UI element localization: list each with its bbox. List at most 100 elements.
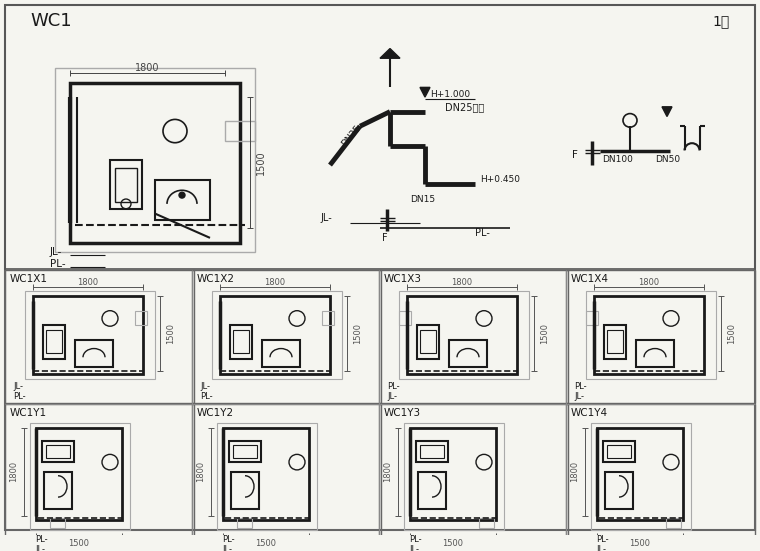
- Bar: [42, 441, 74, 462]
- Text: 1500: 1500: [442, 539, 464, 548]
- Text: F: F: [382, 233, 388, 243]
- Text: DN50: DN50: [655, 155, 680, 164]
- Bar: [399, 291, 529, 379]
- Text: 1800: 1800: [196, 461, 205, 483]
- Text: PL-: PL-: [596, 536, 609, 544]
- Text: PL-: PL-: [387, 382, 400, 391]
- Bar: [44, 472, 72, 509]
- Text: 1800: 1800: [570, 461, 579, 483]
- Bar: [212, 291, 342, 379]
- Bar: [46, 330, 62, 353]
- Text: 1800: 1800: [264, 278, 286, 287]
- Bar: [420, 445, 444, 458]
- Text: PL-: PL-: [35, 536, 48, 544]
- Text: 1800: 1800: [9, 461, 18, 483]
- Bar: [605, 472, 633, 509]
- Bar: [225, 121, 255, 141]
- Bar: [586, 311, 598, 325]
- Bar: [597, 428, 683, 520]
- Bar: [192, 404, 381, 537]
- Text: PL-: PL-: [475, 228, 490, 238]
- Bar: [70, 83, 240, 243]
- Text: F: F: [572, 150, 578, 160]
- Text: 1800: 1800: [78, 278, 99, 287]
- Text: JL-: JL-: [320, 213, 332, 224]
- Text: DN100: DN100: [603, 155, 633, 164]
- Text: 1800: 1800: [638, 278, 660, 287]
- Text: DN15: DN15: [410, 195, 435, 203]
- Bar: [135, 311, 147, 325]
- Text: WC1X1: WC1X1: [10, 274, 48, 284]
- Text: WC1X2: WC1X2: [197, 274, 235, 284]
- Text: JL-: JL-: [13, 382, 23, 391]
- Polygon shape: [662, 107, 672, 116]
- Text: WC1Y3: WC1Y3: [384, 408, 421, 418]
- Bar: [30, 423, 130, 530]
- Bar: [223, 428, 309, 520]
- Bar: [379, 270, 568, 403]
- Bar: [75, 340, 113, 367]
- Text: WC1Y1: WC1Y1: [10, 408, 47, 418]
- Bar: [192, 270, 381, 403]
- Bar: [233, 445, 257, 458]
- Text: JL-: JL-: [35, 545, 45, 551]
- Bar: [404, 423, 504, 530]
- Text: DN25: DN25: [340, 123, 363, 148]
- Text: PL-: PL-: [200, 392, 213, 401]
- Bar: [607, 445, 631, 458]
- Text: 1800: 1800: [135, 63, 160, 73]
- Bar: [5, 5, 755, 269]
- Bar: [449, 340, 487, 367]
- Text: 1500: 1500: [256, 150, 266, 175]
- Bar: [36, 428, 122, 520]
- Text: WC1X3: WC1X3: [384, 274, 422, 284]
- Text: WC1Y2: WC1Y2: [197, 408, 234, 418]
- Bar: [566, 404, 755, 537]
- Polygon shape: [380, 48, 400, 58]
- Text: 1800: 1800: [451, 278, 473, 287]
- Bar: [594, 296, 704, 374]
- Text: WC1X4: WC1X4: [571, 274, 609, 284]
- Text: WC1Y4: WC1Y4: [571, 408, 608, 418]
- Bar: [591, 423, 691, 530]
- Text: 1500: 1500: [727, 323, 736, 344]
- Bar: [43, 325, 65, 359]
- Bar: [220, 296, 330, 374]
- Text: 1500: 1500: [255, 539, 277, 548]
- Text: JL-: JL-: [387, 392, 397, 401]
- Bar: [50, 518, 65, 528]
- Text: PL-: PL-: [222, 536, 235, 544]
- Text: 1500: 1500: [353, 323, 362, 344]
- Bar: [420, 330, 436, 353]
- Text: DN25水表: DN25水表: [445, 102, 484, 112]
- Bar: [55, 68, 255, 252]
- Text: JL-: JL-: [574, 392, 584, 401]
- Bar: [418, 472, 446, 509]
- Bar: [110, 160, 142, 209]
- Bar: [231, 472, 259, 509]
- Bar: [636, 340, 674, 367]
- Bar: [666, 518, 681, 528]
- Bar: [217, 423, 317, 530]
- Text: 1500: 1500: [629, 539, 651, 548]
- Bar: [46, 445, 70, 458]
- Text: 1页: 1页: [713, 14, 730, 28]
- Text: PL-: PL-: [50, 259, 65, 269]
- Text: JL-: JL-: [200, 382, 210, 391]
- Bar: [237, 518, 252, 528]
- Bar: [417, 325, 439, 359]
- Bar: [322, 311, 334, 325]
- Text: 1800: 1800: [383, 461, 392, 483]
- Bar: [155, 180, 210, 220]
- Text: PL-: PL-: [574, 382, 587, 391]
- Bar: [603, 441, 635, 462]
- Bar: [262, 340, 300, 367]
- Bar: [379, 404, 568, 537]
- Circle shape: [179, 192, 185, 198]
- Text: 1500: 1500: [166, 323, 175, 344]
- Bar: [566, 270, 755, 403]
- Text: 1500: 1500: [68, 539, 90, 548]
- Bar: [5, 404, 194, 537]
- Bar: [233, 330, 249, 353]
- Bar: [230, 325, 252, 359]
